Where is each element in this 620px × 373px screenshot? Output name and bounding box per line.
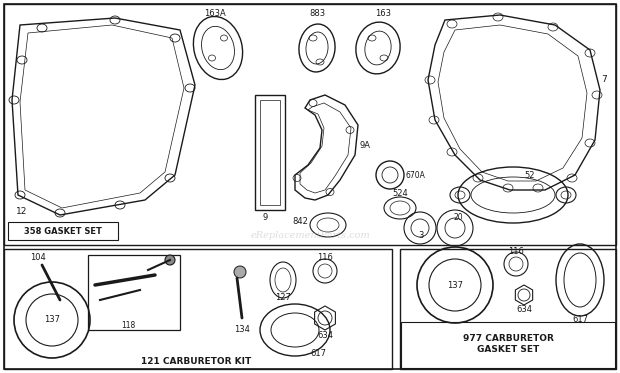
Text: 524: 524 [392,189,408,198]
Bar [401,322,615,368]
Bar [400,249,616,369]
Text: 121 CARBURETOR KIT: 121 CARBURETOR KIT [141,357,251,367]
Bar [260,100,280,205]
Text: 137: 137 [447,280,463,289]
Text: 12: 12 [16,207,28,216]
Text: 883: 883 [309,9,325,19]
Text: 137: 137 [44,316,60,325]
Text: 20: 20 [453,213,463,223]
Circle shape [234,266,246,278]
Text: 634: 634 [516,305,532,314]
Text: 134: 134 [234,326,250,335]
Text: 163: 163 [375,9,391,19]
Text: 617: 617 [572,316,588,325]
Text: 163A: 163A [204,9,226,19]
Text: 670A: 670A [405,170,425,179]
Circle shape [165,255,175,265]
Text: 842: 842 [292,217,308,226]
Text: 977 CARBURETOR
GASKET SET: 977 CARBURETOR GASKET SET [463,334,554,354]
Bar [255,95,285,210]
Text: 116: 116 [317,254,333,263]
Text: eReplacementParts.com: eReplacementParts.com [250,231,370,239]
Text: 118: 118 [121,320,135,329]
Text: 634: 634 [317,332,333,341]
Text: 9A: 9A [360,141,371,150]
Text: 52: 52 [525,170,535,179]
Bar [88,255,180,330]
Text: 104: 104 [30,254,46,263]
Text: 617: 617 [310,348,326,357]
Text: 127: 127 [275,294,291,303]
Text: 116: 116 [508,248,524,257]
Text: 9: 9 [262,213,268,223]
Bar [4,4,616,245]
Text: 7: 7 [601,75,607,85]
Bar [4,249,392,369]
Bar [8,222,118,240]
Text: 358 GASKET SET: 358 GASKET SET [24,226,102,235]
Text: 3: 3 [418,231,423,239]
